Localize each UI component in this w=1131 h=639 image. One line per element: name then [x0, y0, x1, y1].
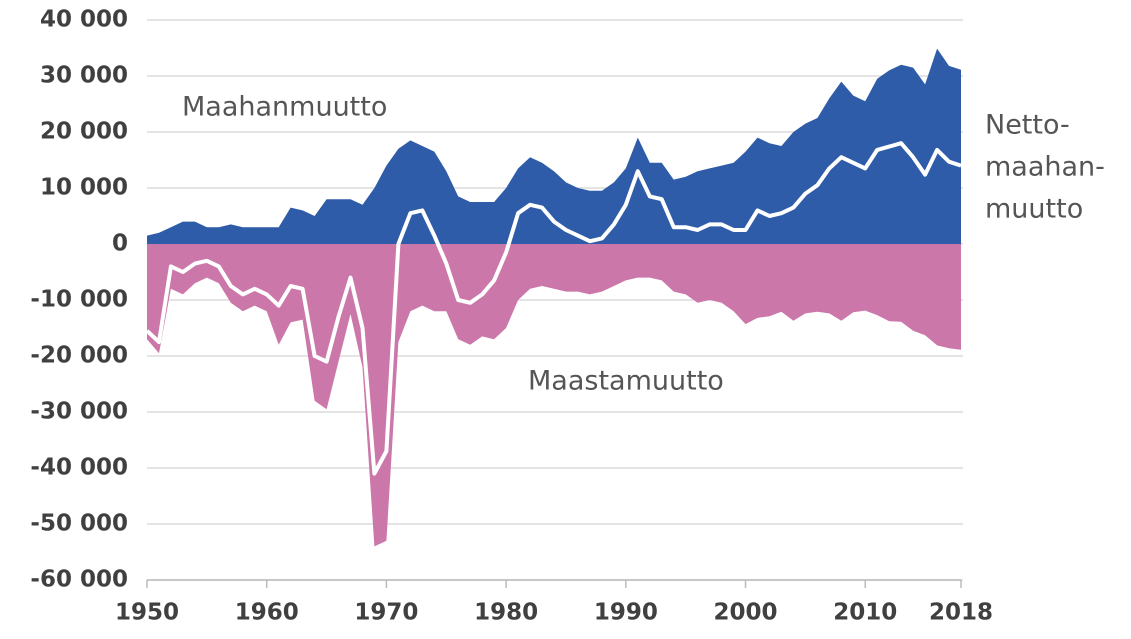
y-tick-label: -20 000	[30, 343, 128, 369]
x-tick-label: 2000	[714, 600, 778, 626]
y-tick-label: 20 000	[40, 119, 128, 145]
x-tick-label: 1950	[115, 600, 179, 626]
series-label: Maahanmuutto	[182, 92, 387, 123]
series-label: maahan-	[985, 152, 1105, 183]
x-tick-label: 1980	[474, 600, 538, 626]
y-tick-label: -50 000	[30, 511, 128, 537]
x-tick-label: 2018	[929, 600, 993, 626]
y-tick-label: -30 000	[30, 399, 128, 425]
y-tick-label: -60 000	[30, 567, 128, 593]
area	[147, 48, 961, 244]
y-tick-label: 10 000	[40, 175, 128, 201]
x-tick-label: 1990	[594, 600, 658, 626]
series-label: Maastamuutto	[528, 366, 724, 397]
y-tick-label: -10 000	[30, 287, 128, 313]
y-tick-label: 0	[112, 231, 128, 257]
x-tick-label: 1970	[354, 600, 418, 626]
y-tick-label: 40 000	[40, 7, 128, 33]
line	[145, 141, 962, 476]
series-label: Netto-	[985, 110, 1070, 141]
x-tick-label: 2010	[833, 600, 897, 626]
series-label: muutto	[985, 194, 1083, 225]
y-tick-label: -40 000	[30, 455, 128, 481]
x-tick-label: 1960	[235, 600, 299, 626]
y-tick-label: 30 000	[40, 63, 128, 89]
area	[147, 244, 961, 547]
